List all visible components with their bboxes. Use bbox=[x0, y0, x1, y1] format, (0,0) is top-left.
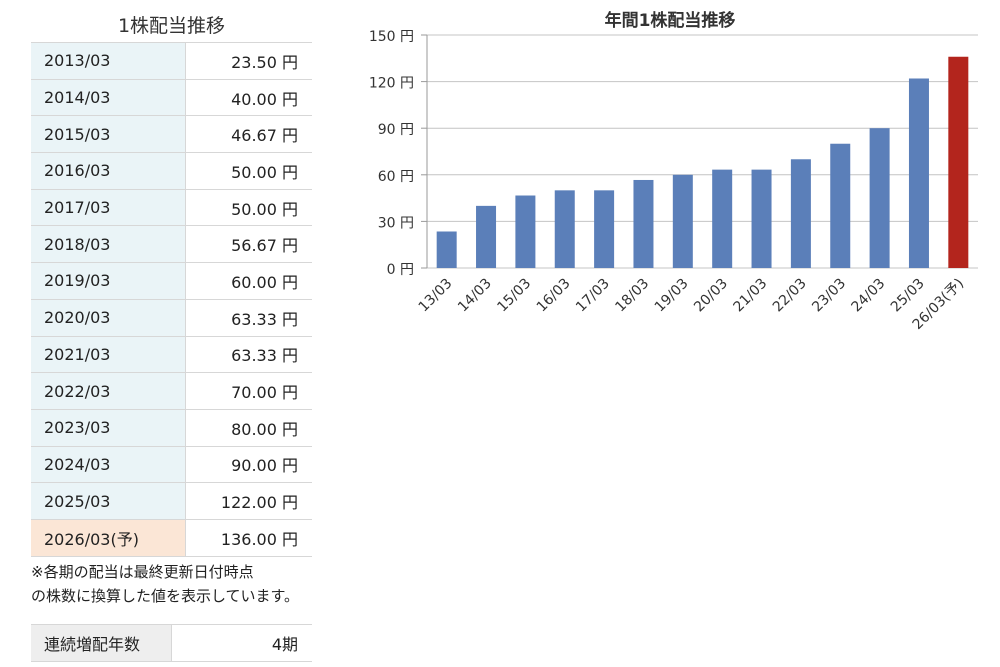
period-cell: 2023/03 bbox=[31, 408, 186, 447]
table-row: 2020/03 63.33 円 bbox=[31, 298, 312, 337]
table-row: 2016/03 50.00 円 bbox=[31, 152, 312, 190]
note-line: の株数に換算した値を表示しています。 bbox=[31, 586, 300, 605]
bar bbox=[790, 159, 811, 268]
streak-row: 連続増配年数 4期 bbox=[31, 623, 312, 662]
period-cell: 2025/03 bbox=[31, 482, 186, 520]
amount-cell: 60.00 円 bbox=[185, 262, 312, 300]
y-tick-label: 90 円 bbox=[378, 122, 414, 138]
x-tick-label: 17/03 bbox=[573, 276, 613, 316]
x-tick-label: 13/03 bbox=[416, 276, 456, 316]
period-cell: 2022/03 bbox=[31, 372, 186, 410]
chart-bars bbox=[436, 56, 969, 268]
period-cell: 2021/03 bbox=[31, 335, 186, 374]
dividend-table: 2013/03 23.50 円 2014/03 40.00 円 2015/03 46.67… bbox=[31, 42, 312, 557]
chart-title: 年間1株配当推移 bbox=[605, 10, 736, 31]
amount-cell: 63.33 円 bbox=[185, 298, 312, 337]
table-row: 2017/03 50.00 円 bbox=[31, 188, 312, 227]
bar bbox=[515, 195, 536, 268]
x-tick-label: 24/03 bbox=[849, 276, 889, 316]
table-row: 2025/03 122.00 円 bbox=[31, 482, 312, 520]
x-tick-label: 14/03 bbox=[455, 276, 495, 316]
x-tick-label: 23/03 bbox=[809, 276, 849, 316]
x-tick-label: 15/03 bbox=[494, 276, 534, 316]
period-cell: 2015/03 bbox=[31, 115, 186, 154]
bar bbox=[476, 205, 497, 268]
x-tick-label: 20/03 bbox=[691, 276, 731, 316]
table-row: 2022/03 70.00 円 bbox=[31, 372, 312, 410]
amount-cell: 50.00 円 bbox=[185, 188, 312, 227]
bar bbox=[869, 128, 890, 268]
bar bbox=[712, 169, 733, 268]
y-tick-label: 120 円 bbox=[369, 76, 414, 92]
x-tick-label: 18/03 bbox=[612, 276, 652, 316]
amount-cell: 90.00 円 bbox=[185, 445, 312, 484]
amount-cell: 50.00 円 bbox=[185, 152, 312, 190]
bar bbox=[554, 190, 575, 268]
streak-table: 連続増配年数 4期 bbox=[31, 623, 312, 662]
y-tick-label: 60 円 bbox=[378, 169, 414, 185]
y-axis: 0 円 30 円 60 円 90 円 120 円 150 円 bbox=[369, 29, 428, 278]
amount-cell: 46.67 円 bbox=[185, 115, 312, 154]
table-row: 2023/03 80.00 円 bbox=[31, 408, 312, 447]
period-cell: 2013/03 bbox=[31, 42, 186, 80]
table-note: ※各期の配当は最終更新日付時点 の株数に換算した値を表示しています。 bbox=[31, 560, 312, 608]
chart-grid bbox=[427, 34, 978, 269]
table-row: 2013/03 23.50 円 bbox=[31, 42, 312, 80]
period-cell: 2018/03 bbox=[31, 225, 186, 264]
period-cell: 2014/03 bbox=[31, 78, 186, 117]
y-tick-label: 150 円 bbox=[369, 29, 414, 45]
bar bbox=[633, 179, 654, 268]
table-title: 1株配当推移 bbox=[117, 15, 226, 37]
bar bbox=[948, 56, 969, 268]
bar bbox=[594, 190, 615, 268]
period-cell: 2026/03(予) bbox=[31, 518, 186, 557]
note-line: ※各期の配当は最終更新日付時点 bbox=[31, 562, 254, 581]
bar bbox=[751, 169, 772, 268]
x-tick-label: 16/03 bbox=[534, 276, 574, 316]
amount-cell: 70.00 円 bbox=[185, 372, 312, 410]
table-row: 2021/03 63.33 円 bbox=[31, 335, 312, 374]
amount-cell: 63.33 円 bbox=[185, 335, 312, 374]
annual-dividend-chart: 年間1株配当推移 0 円 30 円 60 円 90 円 120 円 150 円 13/03… bbox=[369, 10, 978, 333]
table-row: 2024/03 90.00 円 bbox=[31, 445, 312, 484]
amount-cell: 136.00 円 bbox=[185, 518, 312, 557]
bar bbox=[908, 78, 929, 268]
period-cell: 2024/03 bbox=[31, 445, 186, 484]
table-row: 2018/03 56.67 円 bbox=[31, 225, 312, 264]
streak-value: 4期 bbox=[171, 623, 312, 662]
bar bbox=[672, 174, 693, 268]
table-row: 2014/03 40.00 円 bbox=[31, 78, 312, 117]
amount-cell: 40.00 円 bbox=[185, 78, 312, 117]
period-cell: 2017/03 bbox=[31, 188, 186, 227]
x-tick-label: 22/03 bbox=[770, 276, 810, 316]
amount-cell: 80.00 円 bbox=[185, 408, 312, 447]
period-cell: 2020/03 bbox=[31, 298, 186, 337]
y-tick-label: 0 円 bbox=[387, 262, 414, 278]
amount-cell: 23.50 円 bbox=[185, 42, 312, 80]
period-cell: 2019/03 bbox=[31, 262, 186, 300]
amount-cell: 56.67 円 bbox=[185, 225, 312, 264]
table-row: 2015/03 46.67 円 bbox=[31, 115, 312, 154]
bar bbox=[436, 231, 457, 268]
x-axis: 13/03 14/03 15/03 16/03 17/03 18/03 19/03 20/03… bbox=[416, 276, 967, 333]
dividend-history-panel: 1株配当推移 2013/03 23.50 円 2014/03 40.00 円 2015/… bbox=[31, 10, 312, 662]
streak-label: 連続増配年数 bbox=[31, 623, 172, 662]
y-tick-label: 30 円 bbox=[378, 215, 414, 231]
table-row: 2026/03(予) 136.00 円 bbox=[31, 518, 312, 557]
period-cell: 2016/03 bbox=[31, 152, 186, 190]
table-row: 2019/03 60.00 円 bbox=[31, 262, 312, 300]
x-tick-label: 19/03 bbox=[652, 276, 692, 316]
x-tick-label: 21/03 bbox=[731, 276, 771, 316]
amount-cell: 122.00 円 bbox=[185, 482, 312, 520]
bar bbox=[830, 143, 851, 268]
